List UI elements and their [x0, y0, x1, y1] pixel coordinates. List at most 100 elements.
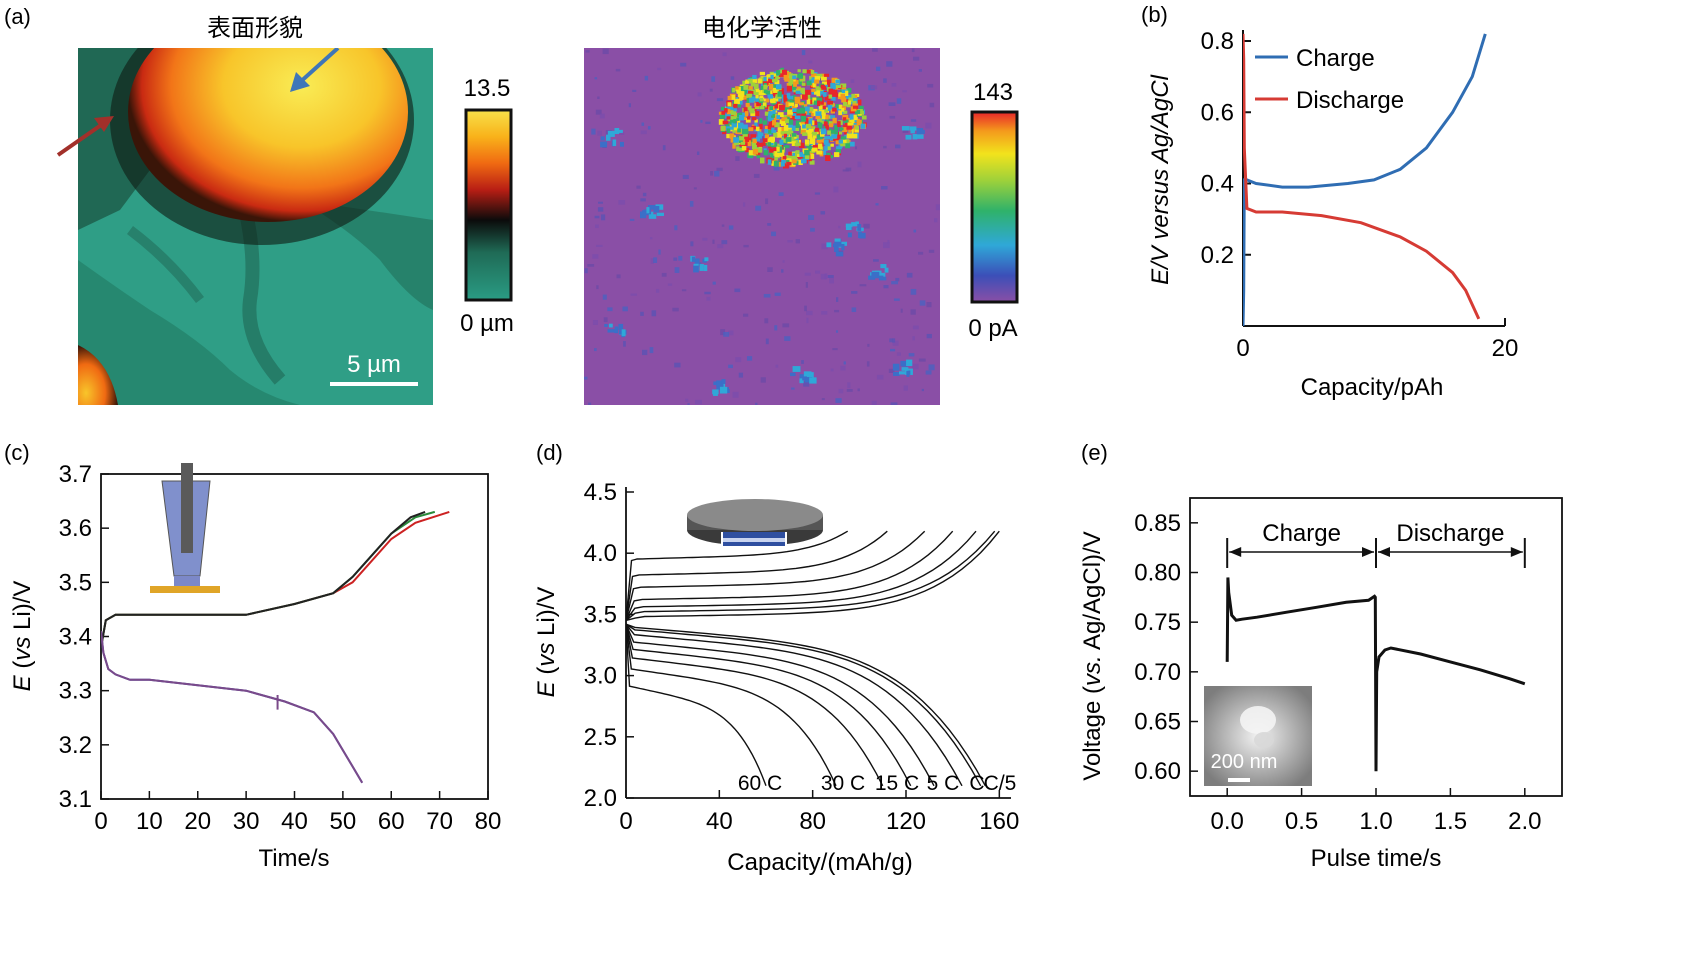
- speckle: [615, 68, 621, 72]
- patch-speck: [901, 367, 909, 371]
- active-speck: [804, 118, 809, 124]
- active-speck: [725, 113, 731, 119]
- active-speck: [795, 120, 801, 125]
- speckle: [895, 144, 901, 149]
- active-speck: [753, 92, 760, 96]
- active-speck: [805, 129, 812, 135]
- active-speck: [767, 159, 772, 165]
- x-tick-label: 40: [281, 808, 308, 835]
- active-speck: [839, 131, 843, 135]
- active-speck: [815, 111, 822, 116]
- x-tick-label: 1.5: [1434, 808, 1467, 835]
- active-speck: [819, 90, 823, 95]
- speckle: [662, 145, 666, 151]
- speckle: [873, 259, 879, 262]
- charge-curve: [626, 530, 849, 621]
- speckle: [863, 223, 870, 229]
- speckle: [838, 225, 841, 229]
- active-speck: [786, 93, 791, 98]
- active-speck: [816, 73, 823, 79]
- patch-speck: [834, 238, 841, 244]
- active-speck: [828, 155, 834, 159]
- active-speck: [756, 147, 763, 153]
- y-tick-label: 3.5: [584, 601, 617, 628]
- speckle: [687, 403, 690, 405]
- active-speck: [817, 122, 823, 129]
- speckle: [706, 296, 711, 301]
- speckle: [592, 254, 599, 259]
- active-speck: [809, 107, 814, 112]
- active-speck: [748, 127, 754, 132]
- active-speck: [759, 98, 764, 102]
- active-speck: [782, 156, 787, 160]
- active-speck: [731, 94, 736, 100]
- active-speck: [747, 86, 753, 90]
- active-speck: [834, 152, 840, 158]
- charge-curve: [626, 530, 888, 621]
- electrochemical-speckle: [584, 48, 940, 405]
- speckle: [913, 229, 917, 233]
- speckle: [721, 224, 725, 227]
- series-charge-2: [101, 510, 436, 648]
- active-speck: [731, 122, 737, 128]
- active-speck: [812, 97, 817, 103]
- active-speck: [806, 69, 812, 74]
- active-speck: [765, 90, 771, 95]
- speckle: [628, 103, 631, 108]
- speckle: [600, 214, 606, 221]
- panel-c-lines: [101, 510, 450, 784]
- active-speck: [790, 114, 796, 121]
- patch-speck: [693, 263, 699, 268]
- speckle: [712, 281, 716, 285]
- patch-speck: [694, 258, 700, 265]
- active-speck: [743, 107, 748, 113]
- patch-speck: [606, 134, 611, 141]
- active-speck: [795, 150, 800, 155]
- charge-curve: [626, 530, 1000, 622]
- active-speck: [742, 124, 748, 131]
- speckle: [705, 121, 711, 125]
- active-speck: [823, 114, 829, 120]
- speckle: [616, 274, 621, 279]
- active-speck: [751, 96, 756, 102]
- active-speck: [824, 136, 831, 141]
- speckle: [801, 50, 806, 56]
- active-speck: [779, 119, 785, 125]
- x-tick-label: 80: [799, 808, 826, 835]
- panel-e-y-label: Voltage (vs. Ag/AgCl)/V: [1079, 531, 1106, 780]
- speckle: [629, 218, 635, 221]
- active-speck: [784, 129, 790, 135]
- patch-speck: [656, 212, 664, 216]
- speckle: [883, 242, 890, 249]
- speckle: [774, 325, 778, 331]
- active-speck: [773, 84, 777, 88]
- speckle: [704, 291, 711, 295]
- discharge-curve: [626, 624, 767, 787]
- speckle: [672, 307, 679, 312]
- discharge-curve: [626, 624, 912, 787]
- rate-label: C/5: [984, 772, 1017, 795]
- speckle: [935, 204, 940, 211]
- panel-b-y-label: E/V versus Ag/AgCl: [1147, 74, 1174, 285]
- active-speck: [736, 90, 741, 94]
- speckle: [890, 402, 898, 405]
- x-tick-label: 0: [94, 808, 107, 835]
- patch-speck: [600, 141, 608, 148]
- active-speck: [803, 109, 808, 115]
- active-speck: [826, 152, 831, 158]
- topography-map: 表面形貌 5 µm 1: [56, 15, 514, 405]
- active-speck: [724, 108, 728, 113]
- speckle: [832, 348, 838, 351]
- active-speck: [809, 160, 815, 165]
- active-speck: [805, 89, 811, 95]
- patch-speck: [893, 371, 900, 376]
- speckle: [850, 79, 855, 84]
- active-speck: [801, 113, 807, 118]
- active-speck: [812, 135, 817, 139]
- active-speck: [772, 109, 776, 114]
- active-speck: [831, 136, 836, 141]
- speckle: [702, 237, 708, 241]
- speckle: [903, 385, 908, 391]
- active-speck: [742, 132, 748, 137]
- x-tick-label: 20: [184, 808, 211, 835]
